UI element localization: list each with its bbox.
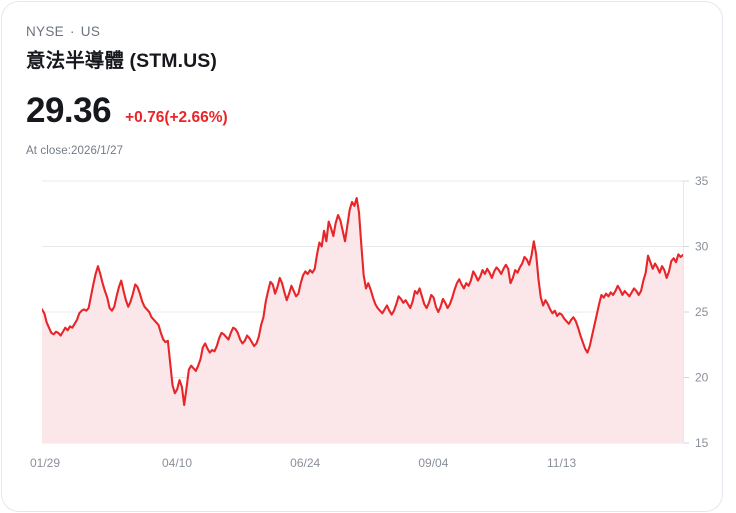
region-label: US [80,24,101,39]
y-axis-label: 30 [695,239,709,253]
price-chart-svg[interactable]: 35 30 25 20 15 01/29 04/10 06/24 09/04 11/13 [2,169,723,469]
x-axis-label: 06/24 [290,456,320,469]
x-axis-label: 01/29 [30,456,60,469]
chart-line [42,196,683,406]
price-chart[interactable]: 35 30 25 20 15 01/29 04/10 06/24 09/04 11/13 [2,169,723,469]
x-axis-label: 09/04 [418,456,448,469]
exchange-region-line: NYSE · US [26,24,722,40]
chart-y-axis-labels: 35 30 25 20 15 [695,174,709,450]
quote-header: NYSE · US 意法半導體 (STM.US) 29.36 +0.76(+2.… [2,2,722,157]
price-row: 29.36 +0.76(+2.66%) [26,93,722,128]
y-axis-label: 25 [695,305,709,319]
x-axis-label: 04/10 [162,456,192,469]
current-price: 29.36 [26,90,112,130]
page-title: 意法半導體 (STM.US) [26,50,217,73]
price-change: +0.76(+2.66%) [125,108,228,126]
y-axis-label: 15 [695,436,709,450]
y-axis-label: 20 [695,370,709,384]
close-timestamp: At close:2026/1/27 [26,144,124,157]
chart-x-axis-labels: 01/29 04/10 06/24 09/04 11/13 [30,456,577,469]
y-axis-label: 35 [695,174,709,188]
separator-dot: · [69,24,75,40]
x-axis-label: 11/13 [547,456,576,469]
stock-quote-card: NYSE · US 意法半導體 (STM.US) 29.36 +0.76(+2.… [1,1,723,512]
exchange-label: NYSE [26,24,64,39]
chart-area-fill [42,197,683,443]
